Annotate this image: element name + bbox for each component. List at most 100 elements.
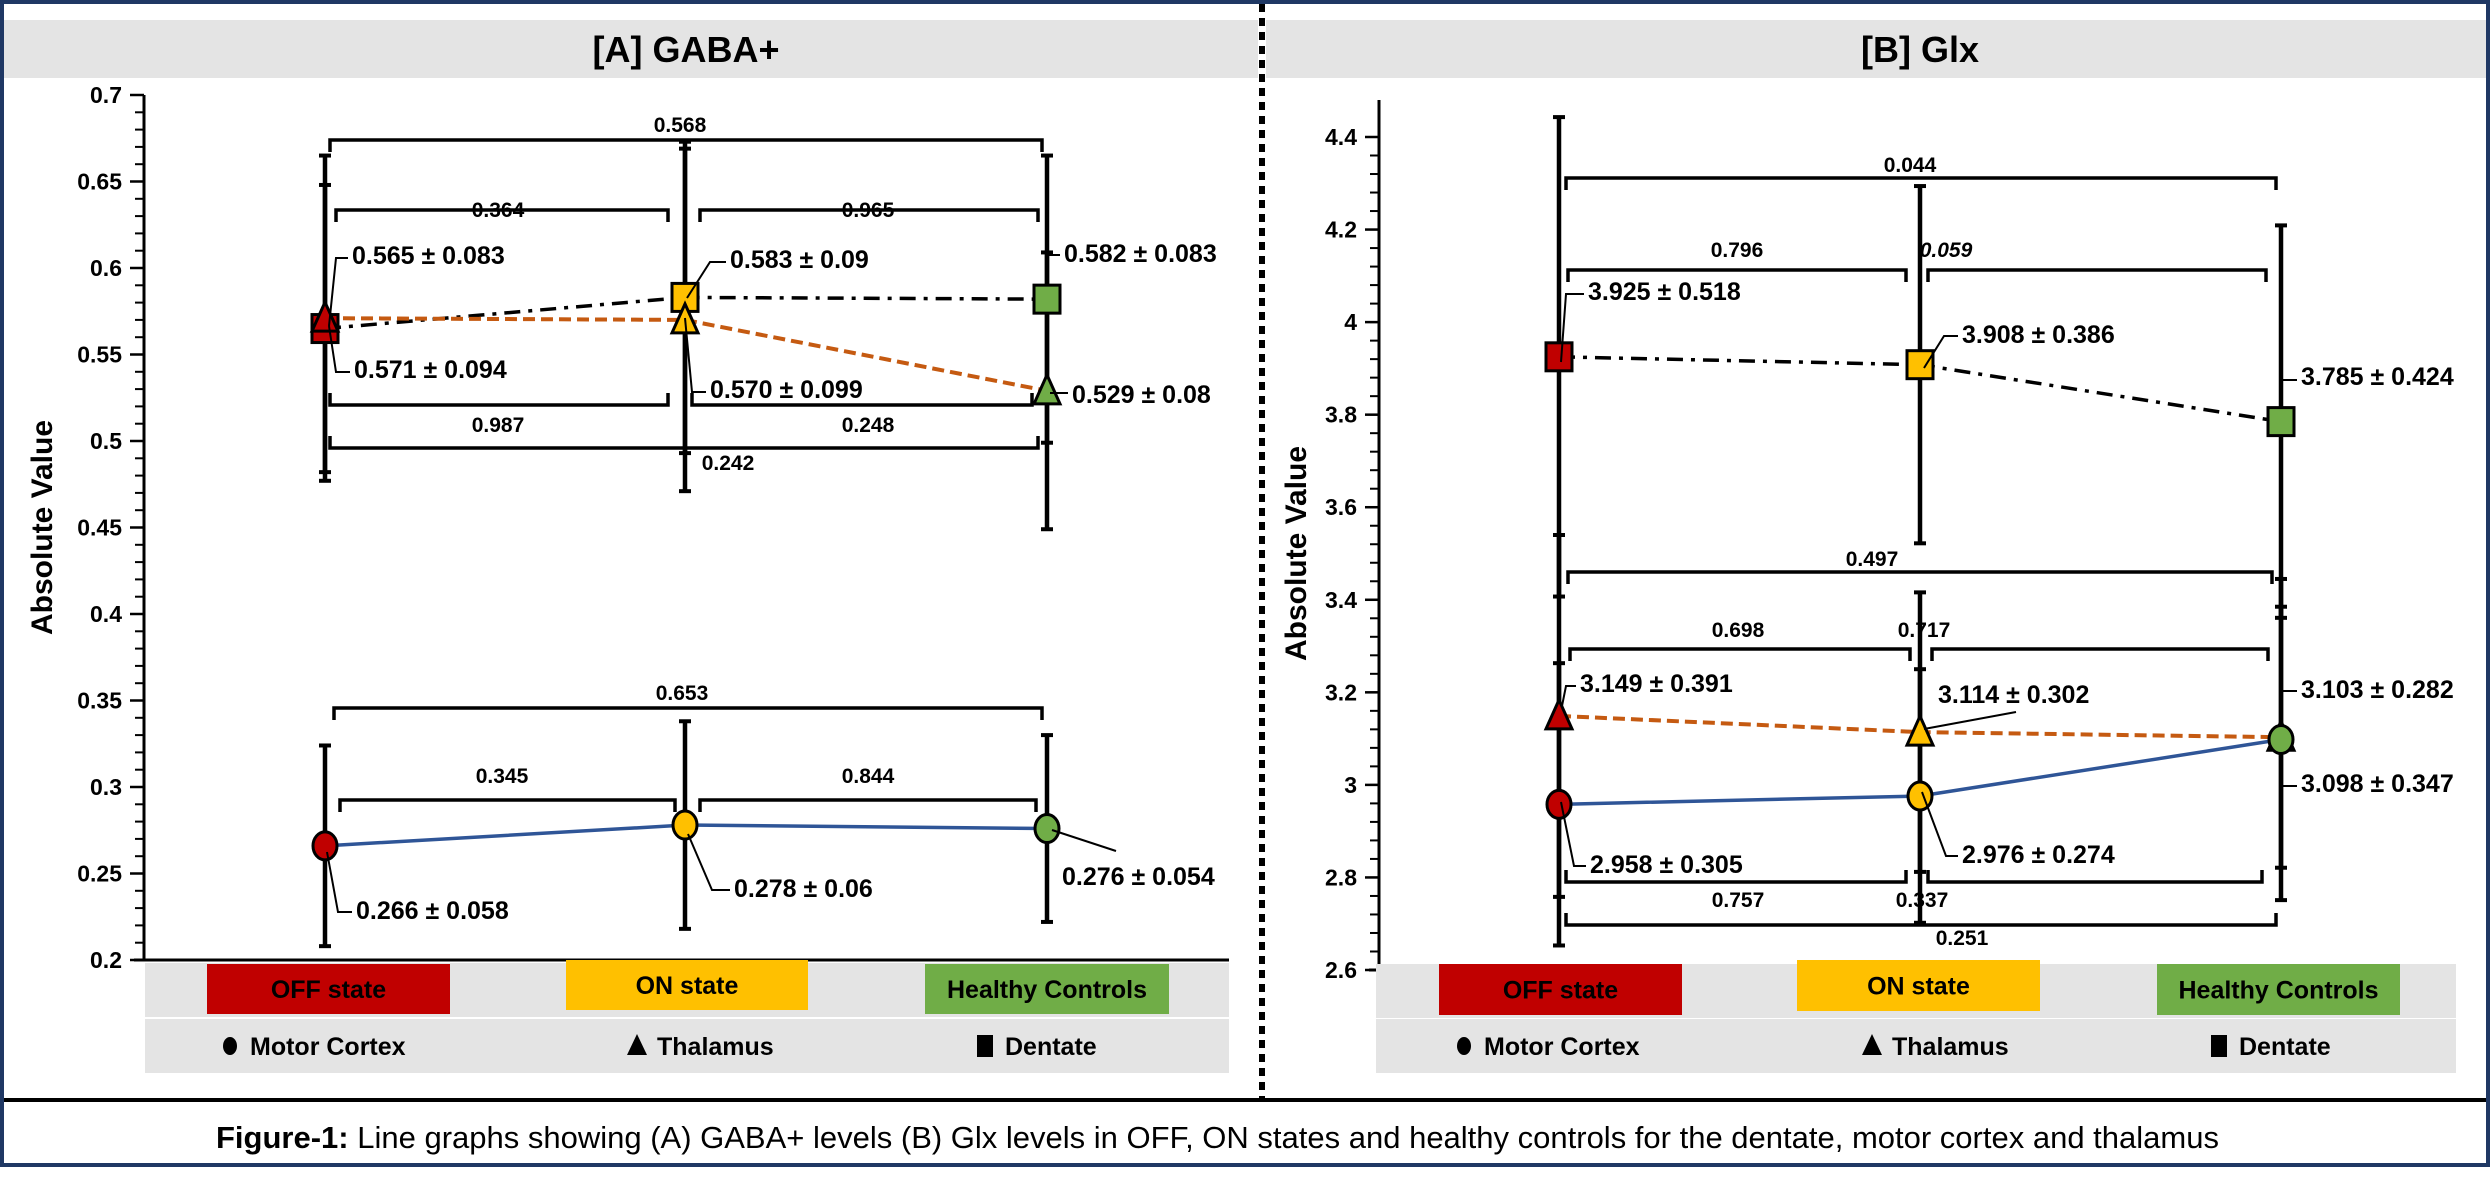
panel-a-y-tick-label: 0.25 xyxy=(77,861,122,887)
panel-b-p-value-label: 0.796 xyxy=(1711,239,1764,262)
panel-b-legend-region-label: Dentate xyxy=(2239,1033,2331,1061)
panel-b-data-label: 3.114 ± 0.302 xyxy=(1938,681,2089,709)
panel-b-legend-square-icon xyxy=(2211,1035,2227,1057)
panel-b-y-tick-label: 2.8 xyxy=(1325,864,1357,890)
panel-a-legend-square-icon xyxy=(977,1035,993,1057)
panel-b-data-label: 2.976 ± 0.274 xyxy=(1962,841,2115,869)
panel-b-p-bracket xyxy=(1564,176,2278,190)
panel-b-header-band xyxy=(1266,20,2486,78)
panel-b-p-value-label: 0.757 xyxy=(1712,889,1765,912)
panel-b-label-leader xyxy=(1560,293,1584,363)
panel-a-label-leader xyxy=(684,317,706,393)
panel-b-legend-swatch-healthy xyxy=(2157,964,2400,1015)
panel-a-label-leader xyxy=(1051,829,1117,852)
panel-b-p-value-label: 0.717 xyxy=(1898,619,1951,642)
panel-b-marker-square xyxy=(1905,349,1935,381)
panel-b-marker-square xyxy=(1544,341,1574,373)
panel-b-legend-group-label: ON state xyxy=(1867,973,1970,1001)
panel-b-legend-swatch-on xyxy=(1797,960,2040,1011)
panel-a-p-value-label: 0.987 xyxy=(472,414,525,437)
panel-a-y-tick-label: 0.6 xyxy=(90,255,122,281)
panel-b-y-tick-label: 2.6 xyxy=(1325,957,1357,983)
panel-b-p-bracket xyxy=(1564,913,2278,927)
panel-a-chart: 0.2 0.25 0.3 0.35 0.4 0.45 0.5 0.55 0.6 0.65 0.7 Ab… xyxy=(26,82,1229,1073)
panel-a-p-value-label: 0.965 xyxy=(842,199,895,222)
panel-a-y-axis-label: Absolute Value xyxy=(26,420,59,635)
panel-b-p-value-label: 0.044 xyxy=(1884,154,1937,177)
panel-a-p-value-label: 0.242 xyxy=(702,452,755,475)
panel-a-data-label: 0.571 ± 0.094 xyxy=(354,356,507,384)
panel-a-p-bracket xyxy=(328,393,670,407)
panel-b-legend-regions-band xyxy=(1376,1019,2456,1073)
panel-a-data-label: 0.529 ± 0.08 xyxy=(1072,381,1211,409)
panel-a-p-bracket xyxy=(338,798,677,812)
panel-a-marker-circle xyxy=(1033,813,1061,845)
panel-a-y-tick-label: 0.45 xyxy=(77,515,122,541)
figure-caption: Figure-1: Line graphs showing (A) GABA+ … xyxy=(216,1120,2219,1155)
panel-a-legend-triangle-icon xyxy=(627,1034,647,1055)
panel-b-marker-square xyxy=(2266,406,2296,438)
panel-a-y-tick-label: 0.4 xyxy=(90,601,122,627)
panel-a-p-value-label: 0.568 xyxy=(654,114,707,137)
panel-b-legend-group-label: Healthy Controls xyxy=(2178,977,2378,1005)
panel-b-data-label: 3.098 ± 0.347 xyxy=(2301,770,2454,798)
panel-b-marker-triangle xyxy=(1904,712,1936,747)
panel-a-legend-group-label: OFF state xyxy=(271,976,386,1004)
panel-b-marker-circle xyxy=(1906,780,1934,812)
panel-b-legend-swatch-off xyxy=(1439,964,1682,1015)
panel-b-legend-circle-icon xyxy=(1457,1037,1471,1055)
panel-b-label-leader xyxy=(1923,335,1958,369)
panel-a-p-bracket xyxy=(328,436,1040,450)
panel-a-data-label: 0.266 ± 0.058 xyxy=(356,897,509,925)
panel-a-label-leader xyxy=(328,325,350,373)
panel-b-p-value-label: 0.698 xyxy=(1712,619,1765,642)
panel-a-data-label: 0.583 ± 0.09 xyxy=(730,246,869,274)
panel-b-data-label: 3.908 ± 0.386 xyxy=(1962,321,2115,349)
panel-a-title: [A] GABA+ xyxy=(593,29,780,70)
panel-b-y-tick-label: 3.2 xyxy=(1325,679,1357,705)
panel-a-legend-region-label: Thalamus xyxy=(657,1033,774,1061)
panel-b-p-bracket xyxy=(1930,647,2270,661)
panel-a-p-value-label: 0.364 xyxy=(472,199,525,222)
panel-b-p-value-label: 0.337 xyxy=(1896,889,1949,912)
panel-a-p-value-label: 0.345 xyxy=(476,765,529,788)
panel-b-y-tick-label: 3 xyxy=(1344,772,1357,798)
panel-b-p-value-label: 0.059 xyxy=(1920,239,1973,262)
panel-a-legend-swatch-healthy xyxy=(925,964,1169,1014)
panel-b-legend-triangle-icon xyxy=(1862,1034,1882,1055)
panel-a-y-tick-label: 0.5 xyxy=(90,428,122,454)
panel-a-data-label: 0.276 ± 0.054 xyxy=(1062,863,1215,891)
panel-b-label-leader xyxy=(1923,711,2017,730)
panel-a-p-bracket xyxy=(690,393,1034,407)
panel-b-legend-region-label: Motor Cortex xyxy=(1484,1033,1640,1061)
panel-a-p-bracket xyxy=(698,208,1040,222)
panel-b-y-tick-label: 3.8 xyxy=(1325,402,1357,428)
panel-b-marker-circle xyxy=(1545,788,1573,820)
panel-b-p-bracket xyxy=(1564,870,1908,884)
panel-b-marker-circle xyxy=(2267,724,2295,756)
panel-a-y-tick-label: 0.2 xyxy=(90,947,122,973)
panel-b-marker-triangle xyxy=(1543,696,1575,731)
panel-b-p-bracket xyxy=(1926,268,2268,282)
panel-a-legend-region-label: Dentate xyxy=(1005,1033,1097,1061)
panel-a-p-value-label: 0.844 xyxy=(842,765,895,788)
panel-a-marker-triangle xyxy=(1031,371,1063,406)
panel-b-y-tick-label: 4 xyxy=(1344,309,1357,335)
caption-text: Line graphs showing (A) GABA+ levels (B)… xyxy=(349,1120,2219,1155)
panel-a-y-tick-label: 0.65 xyxy=(77,169,122,195)
panel-b-label-leader xyxy=(1561,685,1576,707)
panel-a-data-label: 0.570 ± 0.099 xyxy=(710,376,863,404)
panel-a-p-value-label: 0.653 xyxy=(656,682,709,705)
panel-b-data-label: 2.958 ± 0.305 xyxy=(1590,851,1743,879)
panel-a-p-bracket xyxy=(332,706,1044,720)
panel-a-p-bracket xyxy=(698,798,1038,812)
panel-a-label-leader xyxy=(686,261,726,299)
panel-a-legend-group-label: Healthy Controls xyxy=(947,976,1147,1004)
panel-b-data-label: 3.149 ± 0.391 xyxy=(1580,670,1733,698)
panel-b-y-axis-label: Absolute Value xyxy=(1280,446,1313,661)
panel-a-legend-region-label: Motor Cortex xyxy=(250,1033,406,1061)
panel-a-marker-triangle xyxy=(309,298,341,333)
panel-a-p-bracket xyxy=(328,138,1044,152)
panel-a-legend-regions-band xyxy=(145,1019,1229,1073)
